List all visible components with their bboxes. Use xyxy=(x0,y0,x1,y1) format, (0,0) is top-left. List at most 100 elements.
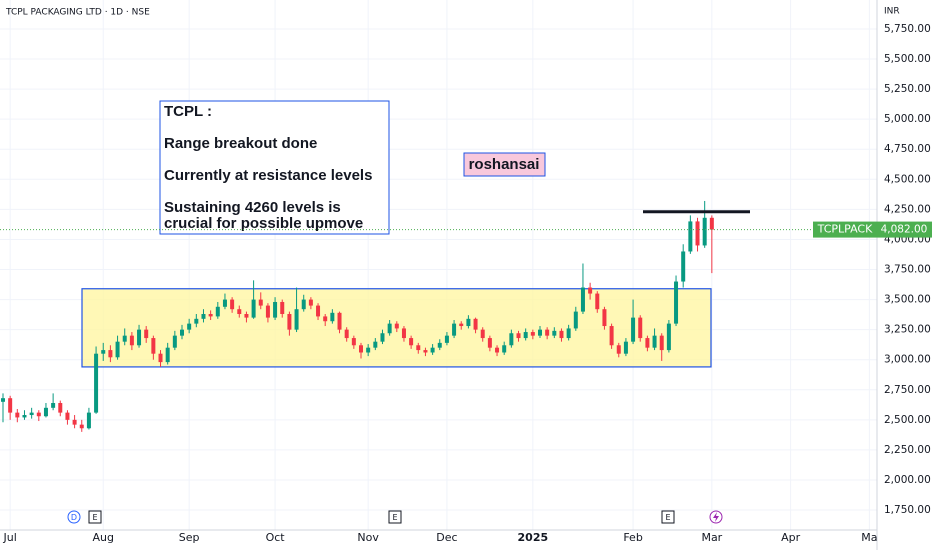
x-tick-label: Feb xyxy=(623,531,642,544)
candle-body xyxy=(129,335,134,346)
candle-body xyxy=(366,347,371,353)
price-label: 4,082.00 xyxy=(881,224,928,236)
candle-body xyxy=(523,332,528,339)
candle-body xyxy=(22,415,27,418)
candle-body xyxy=(65,412,70,420)
event-marker xyxy=(67,510,81,524)
candle-body xyxy=(652,335,657,348)
candle-body xyxy=(287,314,292,330)
candle-body xyxy=(659,335,664,351)
x-tick-label: Aug xyxy=(92,531,113,544)
candle-body xyxy=(180,329,184,336)
candle-body xyxy=(387,323,392,334)
candle-body xyxy=(495,347,500,353)
candle-body xyxy=(516,333,521,339)
event-label: E xyxy=(392,513,397,522)
symbol-label: TCPLPACK xyxy=(817,223,873,236)
candle-body xyxy=(530,332,535,336)
candles xyxy=(1,200,714,432)
candle-body xyxy=(187,323,192,330)
y-tick-label: 5,750.00 xyxy=(884,23,931,35)
chart-title: TCPL PACKAGING LTD · 1D · NSE xyxy=(5,8,150,18)
candle-body xyxy=(351,338,356,346)
candle-body xyxy=(609,326,614,346)
event-label: D xyxy=(71,513,77,522)
candle-body xyxy=(215,306,220,317)
candle-body xyxy=(545,329,550,336)
candle-body xyxy=(538,329,542,336)
candle-body xyxy=(122,335,127,342)
candle-body xyxy=(251,299,256,318)
candle-body xyxy=(273,301,278,318)
candle-body xyxy=(595,293,600,310)
y-tick-label: 3,000.00 xyxy=(884,354,931,366)
event-label: E xyxy=(92,513,97,522)
candle-body xyxy=(380,333,385,342)
candle-body xyxy=(638,317,643,339)
y-tick-label: 2,500.00 xyxy=(884,414,931,426)
y-tick-label: 2,750.00 xyxy=(884,384,931,396)
candle-body xyxy=(430,347,435,353)
y-tick-label: 4,250.00 xyxy=(884,203,931,215)
event-marker xyxy=(661,510,675,524)
symbol-tag xyxy=(813,221,877,238)
candle-body xyxy=(487,338,492,348)
candle-body xyxy=(1,398,5,402)
x-tick-label: Dec xyxy=(436,531,457,544)
y-tick-label: 4,750.00 xyxy=(884,143,931,155)
x-tick-label: 2025 xyxy=(518,531,549,544)
candle-body xyxy=(15,412,20,418)
candle-body xyxy=(631,317,636,342)
candle-body xyxy=(58,403,63,413)
note-box xyxy=(159,100,390,235)
y-tick-label: 5,000.00 xyxy=(884,113,931,125)
currency: INR xyxy=(884,7,900,17)
x-tick-label: Nov xyxy=(357,531,379,544)
x-tick-label: Ma xyxy=(861,531,877,544)
candle-body xyxy=(72,419,77,425)
y-tick-label: 1,750.00 xyxy=(884,504,931,516)
candle-body xyxy=(466,318,471,327)
candle-body xyxy=(208,314,213,317)
candle-body xyxy=(552,330,557,336)
y-tick-label: 2,000.00 xyxy=(884,474,931,486)
candle-body xyxy=(459,323,464,327)
candle-body xyxy=(602,309,607,327)
candle-body xyxy=(437,342,442,348)
note-line: TCPL : xyxy=(164,103,212,120)
dividend-icon-bolt xyxy=(713,512,719,522)
note-line: Range breakout done xyxy=(164,135,317,152)
candle-body xyxy=(509,333,514,346)
candle-body xyxy=(222,299,227,307)
candle-body xyxy=(616,345,621,354)
candle-body xyxy=(115,341,120,358)
candle-body xyxy=(8,398,13,413)
candle-body xyxy=(36,412,41,417)
candle-body xyxy=(573,311,578,329)
candle-body xyxy=(323,316,328,322)
candle-body xyxy=(480,329,485,339)
candle-body xyxy=(51,403,56,408)
candle-body xyxy=(265,305,270,318)
event-marker xyxy=(388,510,402,524)
candle-body xyxy=(29,412,34,416)
candle-body xyxy=(373,341,378,348)
candle-body xyxy=(194,318,199,324)
candle-body xyxy=(623,341,628,354)
candle-body xyxy=(344,329,349,339)
candle-body xyxy=(588,287,593,294)
y-tick-label: 3,250.00 xyxy=(884,324,931,336)
note-line: Sustaining 4260 levels is xyxy=(164,199,341,216)
candle-body xyxy=(409,338,414,346)
candle-body xyxy=(108,350,113,358)
y-tick-label: 5,500.00 xyxy=(884,53,931,65)
candle-body xyxy=(301,299,306,310)
candle-body xyxy=(681,251,686,282)
candle-body xyxy=(566,328,571,339)
candle-body xyxy=(316,305,321,317)
candle-body xyxy=(172,335,177,348)
candle-body xyxy=(79,424,84,429)
candle-body xyxy=(158,353,163,363)
candle-body xyxy=(237,309,242,315)
